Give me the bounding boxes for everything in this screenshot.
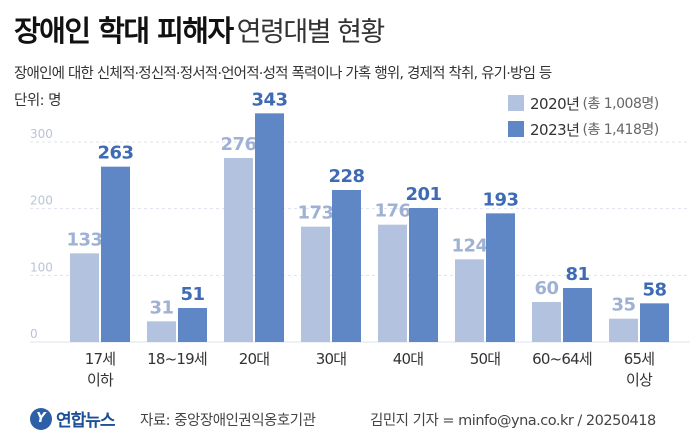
legend-item-2020: 2020년 (총 1,008명): [508, 90, 659, 116]
category-label-7-1: 이상: [626, 371, 653, 389]
bar-2023년-6: [563, 288, 592, 342]
legend-label-2020: 2020년: [530, 94, 580, 113]
category-label-1-0: 18~19세: [147, 350, 207, 368]
category-label-6-0: 60~64세: [532, 350, 592, 368]
chart-subtitle: 장애인에 대한 신체적·정신적·정서적·언어적·성적 폭력이나 가혹 행위, 경…: [14, 66, 552, 82]
bar-2023년-0: [101, 166, 130, 342]
legend-item-2023: 2023년 (총 1,418명): [508, 116, 659, 142]
yonhap-logo: Y 연합뉴스: [30, 406, 116, 431]
data-label-2020년-3: 173: [297, 203, 333, 224]
data-label-2023년-7: 58: [642, 279, 666, 300]
data-label-2020년-5: 124: [451, 235, 487, 256]
source-note: 자료: 중앙장애인권익옹호기관: [140, 413, 316, 429]
category-label-3-0: 30대: [316, 350, 347, 368]
data-label-2020년-6: 60: [534, 278, 558, 299]
bar-2020년-4: [378, 224, 407, 342]
category-label-2-0: 20대: [239, 350, 270, 368]
credit-note: 김민지 기자 = minfo@yna.co.kr / 20250418: [370, 413, 656, 429]
legend-total-2020: (총 1,008명): [582, 96, 659, 112]
legend: 2020년 (총 1,008명) 2023년 (총 1,418명): [508, 90, 659, 142]
bar-2020년-2: [224, 158, 253, 342]
y-tick-label-0: 0: [30, 327, 38, 341]
data-label-2023년-4: 201: [405, 184, 441, 205]
category-label-4-0: 40대: [393, 350, 424, 368]
yonhap-logo-icon: Y: [30, 407, 52, 430]
category-label-0-1: 이하: [87, 371, 114, 389]
data-label-2020년-0: 133: [66, 229, 102, 250]
data-label-2020년-1: 31: [149, 297, 173, 318]
bar-2023년-2: [255, 113, 284, 342]
y-tick-label-200: 200: [30, 194, 53, 208]
data-label-2023년-6: 81: [565, 264, 589, 285]
bar-2020년-1: [147, 321, 176, 342]
bar-2020년-6: [532, 302, 561, 342]
legend-label-2023: 2023년: [530, 120, 580, 139]
bar-2020년-7: [609, 318, 638, 342]
bar-2023년-3: [332, 190, 361, 342]
data-label-2023년-3: 228: [328, 166, 364, 187]
footer: Y 연합뉴스 자료: 중앙장애인권익옹호기관 김민지 기자 = minfo@yn…: [0, 400, 700, 434]
legend-swatch-2020: [508, 95, 524, 111]
y-tick-label-300: 300: [30, 127, 53, 141]
data-label-2023년-1: 51: [180, 284, 204, 305]
legend-total-2023: (총 1,418명): [582, 122, 659, 138]
category-label-5-0: 50대: [470, 350, 501, 368]
data-label-2023년-5: 193: [482, 189, 518, 210]
title-main: 장애인 학대 피해자: [14, 14, 234, 48]
chart-title: 장애인 학대 피해자 연령대별 현황: [14, 8, 386, 50]
y-tick-label-100: 100: [30, 260, 53, 274]
bar-2023년-5: [486, 213, 515, 342]
yonhap-logo-text: 연합뉴스: [56, 411, 116, 431]
legend-swatch-2023: [508, 121, 524, 137]
data-label-2020년-4: 176: [374, 201, 410, 222]
data-label-2020년-2: 276: [220, 134, 256, 155]
unit-label: 단위: 명: [14, 93, 62, 109]
data-label-2020년-7: 35: [611, 295, 635, 316]
bar-2020년-5: [455, 259, 484, 342]
bar-2023년-7: [640, 303, 669, 342]
data-label-2023년-0: 263: [97, 143, 133, 164]
bar-2023년-4: [409, 208, 438, 342]
bar-2020년-0: [70, 253, 99, 342]
title-sub: 연령대별 현황: [236, 17, 386, 48]
category-label-7-0: 65세: [624, 350, 655, 368]
bar-2020년-3: [301, 226, 330, 342]
data-label-2023년-2: 343: [251, 89, 287, 110]
category-label-0-0: 17세: [85, 350, 116, 368]
bar-2023년-1: [178, 308, 207, 342]
